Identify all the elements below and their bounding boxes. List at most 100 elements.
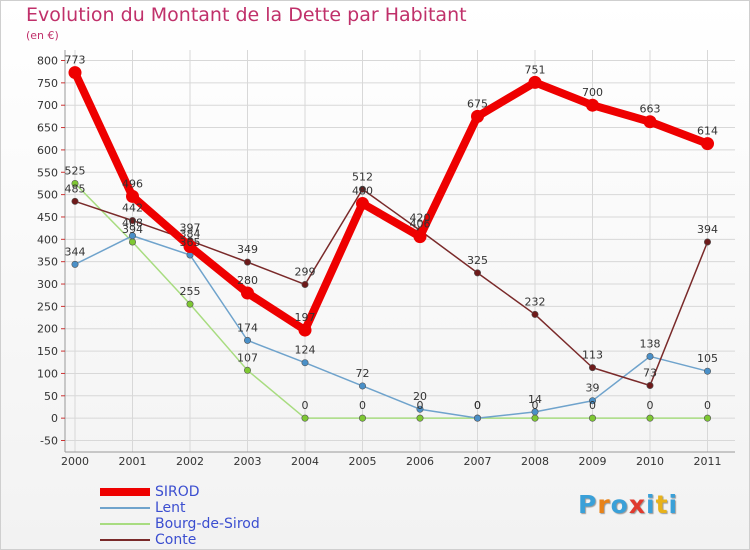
y-tick-label: 550 bbox=[37, 166, 58, 179]
y-tick-label: 400 bbox=[37, 233, 58, 246]
axes bbox=[64, 50, 735, 453]
data-label-sirod: 406 bbox=[410, 218, 431, 231]
y-tick-label: 650 bbox=[37, 122, 58, 135]
y-tick-label: -50 bbox=[40, 435, 58, 448]
x-axis-ticks: 2000 2001 2002 2003 2004 2005 2006 2007 2008 2009… bbox=[61, 455, 722, 468]
data-label-sirod: 197 bbox=[295, 311, 316, 324]
data-point-bourg-de-sirod bbox=[71, 179, 79, 187]
data-label-lent: 124 bbox=[295, 344, 316, 357]
y-tick-label: 450 bbox=[37, 211, 58, 224]
data-label-conte: 442 bbox=[122, 202, 143, 215]
data-point-bourg-de-sirod bbox=[703, 414, 711, 422]
legend-label: SIROD bbox=[155, 484, 200, 500]
legend-label: Bourg-de-Sirod bbox=[155, 516, 260, 532]
series-line-bourg-de-sirod bbox=[74, 182, 709, 419]
y-tick-label: 0 bbox=[51, 412, 58, 425]
series-line-lent bbox=[74, 234, 709, 419]
y-tick-label: 300 bbox=[37, 278, 58, 291]
y-tick-label: 100 bbox=[37, 367, 58, 380]
x-tick-label: 2005 bbox=[349, 455, 377, 468]
logo-letter: t bbox=[655, 490, 669, 519]
data-label-sirod: 751 bbox=[525, 63, 546, 76]
data-point-lent bbox=[244, 336, 252, 344]
data-label-bourg-de-sirod: 107 bbox=[237, 351, 258, 364]
x-tick-label: 2000 bbox=[61, 455, 89, 468]
data-label-lent: 14 bbox=[528, 393, 542, 406]
data-point-lent bbox=[703, 367, 711, 375]
data-point-conte bbox=[301, 280, 309, 288]
data-label-lent: 174 bbox=[237, 321, 258, 334]
logo-letter: x bbox=[628, 490, 646, 519]
data-label-lent: 20 bbox=[413, 390, 427, 403]
data-point-conte bbox=[473, 269, 481, 277]
data-label-sirod: 700 bbox=[582, 86, 603, 99]
data-label-sirod: 480 bbox=[352, 185, 373, 198]
data-point-lent bbox=[646, 352, 654, 360]
x-tick-label: 2003 bbox=[234, 455, 262, 468]
data-label-bourg-de-sirod: 0 bbox=[589, 399, 596, 412]
data-label-lent: 105 bbox=[697, 352, 718, 365]
data-point-conte bbox=[71, 197, 79, 205]
data-point-sirod bbox=[528, 75, 542, 89]
x-tick-label: 2004 bbox=[291, 455, 319, 468]
data-point-sirod bbox=[126, 189, 139, 203]
legend-swatch bbox=[100, 539, 150, 541]
data-point-sirod bbox=[643, 115, 657, 129]
data-point-bourg-de-sirod bbox=[129, 238, 137, 246]
data-point-bourg-de-sirod bbox=[416, 414, 424, 422]
data-point-lent bbox=[71, 260, 79, 268]
data-point-lent bbox=[358, 382, 366, 390]
data-labels: 773 496 384 280 197 480 406 675 751 700 663 614 344 4… bbox=[65, 54, 719, 413]
data-label-conte: 397 bbox=[180, 222, 201, 235]
data-point-bourg-de-sirod bbox=[244, 366, 252, 374]
y-tick-label: 200 bbox=[37, 323, 58, 336]
data-point-lent bbox=[588, 397, 596, 405]
data-point-conte bbox=[588, 364, 596, 372]
y-tick-label: 150 bbox=[37, 345, 58, 358]
data-label-conte: 113 bbox=[582, 349, 603, 362]
proxiti-logo: Proxiti bbox=[578, 490, 678, 519]
legend-swatch bbox=[100, 488, 150, 496]
y-tick-label: 750 bbox=[37, 77, 58, 90]
x-tick-label: 2010 bbox=[636, 455, 664, 468]
data-label-conte: 485 bbox=[65, 182, 86, 195]
data-point-sirod bbox=[701, 137, 714, 151]
logo-letter: i bbox=[668, 490, 679, 519]
x-tick-label: 2001 bbox=[119, 455, 147, 468]
logo-letter: r bbox=[597, 490, 611, 519]
data-point-conte bbox=[646, 382, 654, 390]
data-point-conte bbox=[244, 258, 252, 266]
legend-swatch bbox=[100, 507, 150, 509]
data-point-sirod bbox=[356, 197, 369, 211]
logo-letter: P bbox=[578, 490, 598, 519]
data-point-sirod bbox=[241, 286, 254, 300]
logo-letter: o bbox=[610, 490, 629, 519]
x-tick-label: 2007 bbox=[464, 455, 492, 468]
y-tick-label: 350 bbox=[37, 256, 58, 269]
chart-subtitle: (en €) bbox=[26, 29, 59, 42]
data-label-conte: 512 bbox=[352, 170, 373, 183]
x-tick-label: 2011 bbox=[694, 455, 722, 468]
data-label-bourg-de-sirod: 255 bbox=[180, 285, 201, 298]
legend-label: Lent bbox=[155, 500, 186, 516]
data-point-conte bbox=[531, 310, 539, 318]
data-point-lent bbox=[129, 232, 137, 240]
data-label-sirod: 773 bbox=[65, 54, 86, 67]
data-point-lent bbox=[301, 359, 309, 367]
data-point-sirod bbox=[413, 230, 427, 244]
data-point-sirod bbox=[471, 109, 484, 123]
data-point-sirod bbox=[586, 98, 599, 112]
chart-title: Evolution du Montant de la Dette par Hab… bbox=[26, 4, 467, 26]
data-point-conte bbox=[129, 217, 137, 225]
data-point-lent bbox=[531, 408, 539, 416]
series-group bbox=[68, 66, 714, 422]
data-label-conte: 73 bbox=[643, 367, 657, 380]
data-point-bourg-de-sirod bbox=[531, 414, 539, 422]
data-label-bourg-de-sirod: 0 bbox=[532, 399, 539, 412]
x-tick-label: 2008 bbox=[521, 455, 549, 468]
gridlines bbox=[65, 50, 735, 452]
data-label-lent: 344 bbox=[65, 245, 86, 258]
y-tick-label: 500 bbox=[37, 189, 58, 202]
legend-swatch bbox=[100, 523, 150, 525]
